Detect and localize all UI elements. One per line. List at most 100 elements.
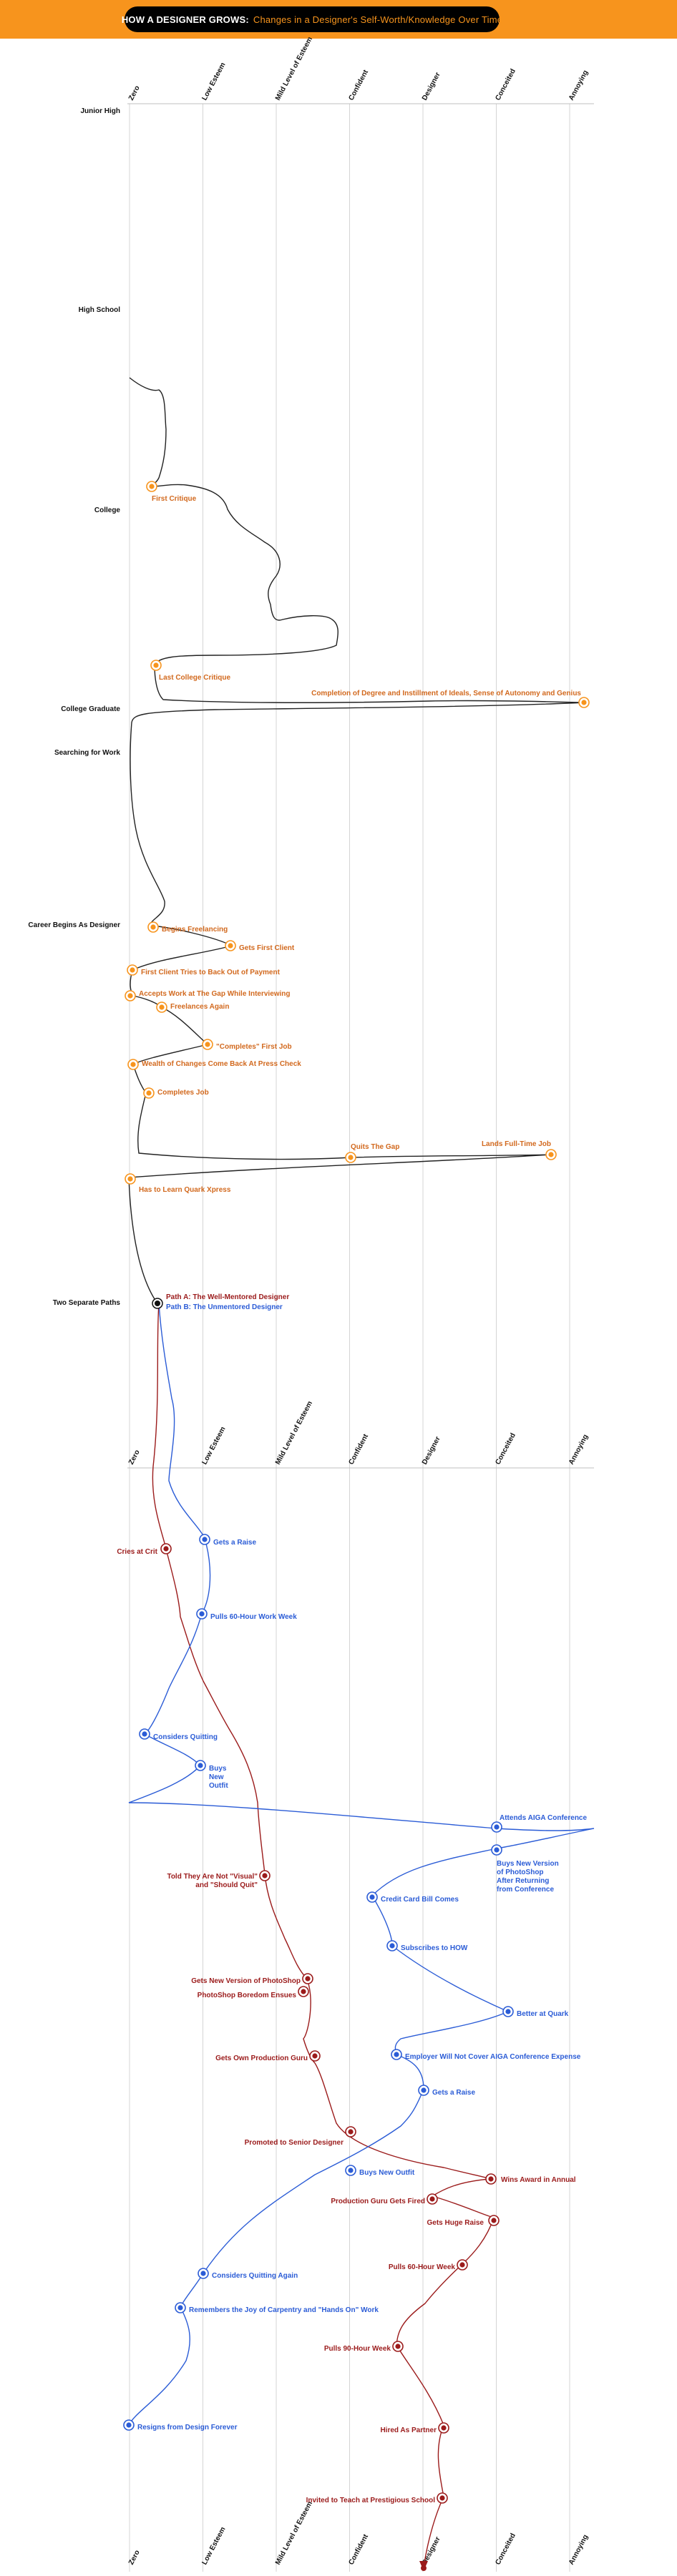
event-dot xyxy=(421,2087,427,2093)
event-label: Invited to Teach at Prestigious School xyxy=(306,2497,436,2504)
life-stage-label: Junior High xyxy=(80,107,120,115)
x-tick-label: Annoying xyxy=(568,69,590,102)
event-marker: Completion of Degree and Instillment of … xyxy=(311,690,590,708)
event-dot xyxy=(130,1062,136,1067)
event-marker: Considers Quitting xyxy=(139,1728,218,1741)
event-marker: Production Guru Gets Fired xyxy=(331,2193,438,2205)
event-label: Remembers the Joy of Carpentry and "Hand… xyxy=(189,2306,379,2314)
event-label: Resigns from Design Forever xyxy=(137,2424,238,2431)
event-marker: Subscribes to HOW xyxy=(386,1940,468,1952)
x-tick-label: Low Esteem xyxy=(200,2526,227,2567)
event-dot xyxy=(505,2009,511,2014)
event-marker: Buys New Outfit xyxy=(345,2165,415,2177)
final-arrow-icon xyxy=(419,2561,428,2571)
life-stage-label: College Graduate xyxy=(61,705,120,713)
subtitle-text: Changes in a Designer's Self-Worth/Knowl… xyxy=(253,14,503,25)
event-marker xyxy=(152,1298,163,1309)
event-marker: Gets a Raise xyxy=(418,2085,475,2097)
life-stage-label: Career Begins As Designer xyxy=(28,921,120,929)
event-label: Hired As Partner xyxy=(380,2426,437,2434)
path-split-dot xyxy=(155,1301,160,1306)
event-label: Told They Are Not "Visual" xyxy=(167,1873,258,1881)
event-dot xyxy=(494,1847,500,1853)
event-marker: Invited to Teach at Prestigious School xyxy=(306,2492,448,2504)
event-marker: Pulls 60-Hour Week xyxy=(389,2259,468,2271)
event-label: PhotoShop Boredom Ensues xyxy=(198,1992,297,1999)
title-banner: HOW A DESIGNER GROWS: Changes in a Desig… xyxy=(0,0,677,39)
title-text: HOW A DESIGNER GROWS: xyxy=(121,14,249,25)
event-marker: Wealth of Changes Come Back At Press Che… xyxy=(127,1059,301,1070)
event-marker: Employer Will Not Cover AIGA Conference … xyxy=(391,2049,581,2061)
event-label: Gets a Raise xyxy=(432,2089,475,2097)
event-label: Gets Huge Raise xyxy=(427,2219,484,2227)
event-marker: Promoted to Senior Designer xyxy=(245,2126,356,2147)
event-label: Completes Job xyxy=(157,1089,209,1097)
x-tick-label: Conceited xyxy=(494,1432,517,1466)
event-label: Considers Quitting xyxy=(153,1733,218,1741)
event-label: Lands Full-Time Job xyxy=(482,1140,551,1148)
event-dot xyxy=(389,1943,395,1949)
event-marker: "Completes" First Job xyxy=(202,1039,292,1051)
event-dot xyxy=(301,1989,306,1994)
event-marker: Gets First Client xyxy=(225,940,295,952)
event-dot xyxy=(581,700,587,705)
event-dot xyxy=(159,1004,165,1010)
event-dot xyxy=(369,1894,375,1900)
event-label: Buys New Outfit xyxy=(359,2169,415,2177)
event-label: Considers Quitting Again xyxy=(212,2272,298,2280)
event-dot xyxy=(130,967,135,973)
event-dot xyxy=(202,1537,208,1542)
event-dot xyxy=(200,2271,206,2276)
event-marker: Accepts Work at The Gap While Interviewi… xyxy=(125,990,291,1001)
event-marker: Gets a Raise xyxy=(199,1534,256,1547)
legend-path-a: Path A: The Well-Mentored Designer xyxy=(166,1293,289,1301)
x-tick-label: Confident xyxy=(347,1432,370,1466)
event-label: Outfit xyxy=(209,1782,228,1790)
event-marker: Pulls 60-Hour Work Week xyxy=(196,1608,297,1621)
event-label: First Client Tries to Back Out of Paymen… xyxy=(141,969,281,976)
event-label: and "Should Quit" xyxy=(195,1881,258,1889)
chart-title: HOW A DESIGNER GROWS: Changes in a Desig… xyxy=(121,6,503,32)
event-marker: Gets New Version of PhotoShop xyxy=(191,1973,313,1985)
event-dot xyxy=(305,1976,311,1982)
event-marker: Quits The Gap xyxy=(345,1143,399,1163)
event-marker: Resigns from Design Forever xyxy=(123,2419,238,2431)
event-dot xyxy=(198,1763,203,1768)
event-label: Pulls 60-Hour Week xyxy=(389,2263,456,2271)
event-label: Pulls 60-Hour Work Week xyxy=(210,1613,297,1621)
event-label: Freelances Again xyxy=(170,1003,229,1011)
event-dot xyxy=(127,1176,133,1182)
event-label: Last College Critique xyxy=(159,674,230,682)
x-tick-label: Mild Level of Esteem xyxy=(274,36,314,102)
event-marker: Has to Learn Quark Xpress xyxy=(125,1173,231,1194)
x-tick-label: Zero xyxy=(127,84,142,102)
event-marker: Completes Job xyxy=(143,1087,209,1099)
event-label: Employer Will Not Cover AIGA Conference … xyxy=(405,2053,581,2061)
event-dot xyxy=(142,1731,147,1737)
event-dot xyxy=(312,2053,318,2059)
event-label: Credit Card Bill Comes xyxy=(381,1896,459,1904)
event-label: Gets First Client xyxy=(239,944,295,952)
event-marker: First Client Tries to Back Out of Paymen… xyxy=(127,964,281,976)
x-tick-label: Mild Level of Esteem xyxy=(274,1400,314,1466)
x-tick-label: Conceited xyxy=(494,68,517,102)
event-marker: Lands Full-Time Job xyxy=(482,1140,557,1160)
event-dot xyxy=(205,1042,210,1047)
event-label: Pulls 90-Hour Week xyxy=(324,2345,391,2353)
event-dot xyxy=(459,2262,465,2268)
event-marker: Better at Quark xyxy=(502,2006,569,2018)
event-dot xyxy=(439,2495,445,2501)
event-label: Production Guru Gets Fired xyxy=(331,2198,425,2205)
event-dot xyxy=(177,2305,183,2311)
x-tick-label: Designer xyxy=(421,1435,442,1466)
event-label: New xyxy=(209,1773,224,1781)
event-label: Gets a Raise xyxy=(213,1539,256,1547)
event-marker: Cries at Crit xyxy=(117,1543,172,1556)
event-marker: Attends AIGA Conference xyxy=(491,1814,587,1833)
event-dot xyxy=(348,2129,354,2135)
life-stage-label: Two Separate Paths xyxy=(53,1299,121,1307)
event-dot xyxy=(395,2344,401,2349)
event-dot xyxy=(127,993,133,999)
